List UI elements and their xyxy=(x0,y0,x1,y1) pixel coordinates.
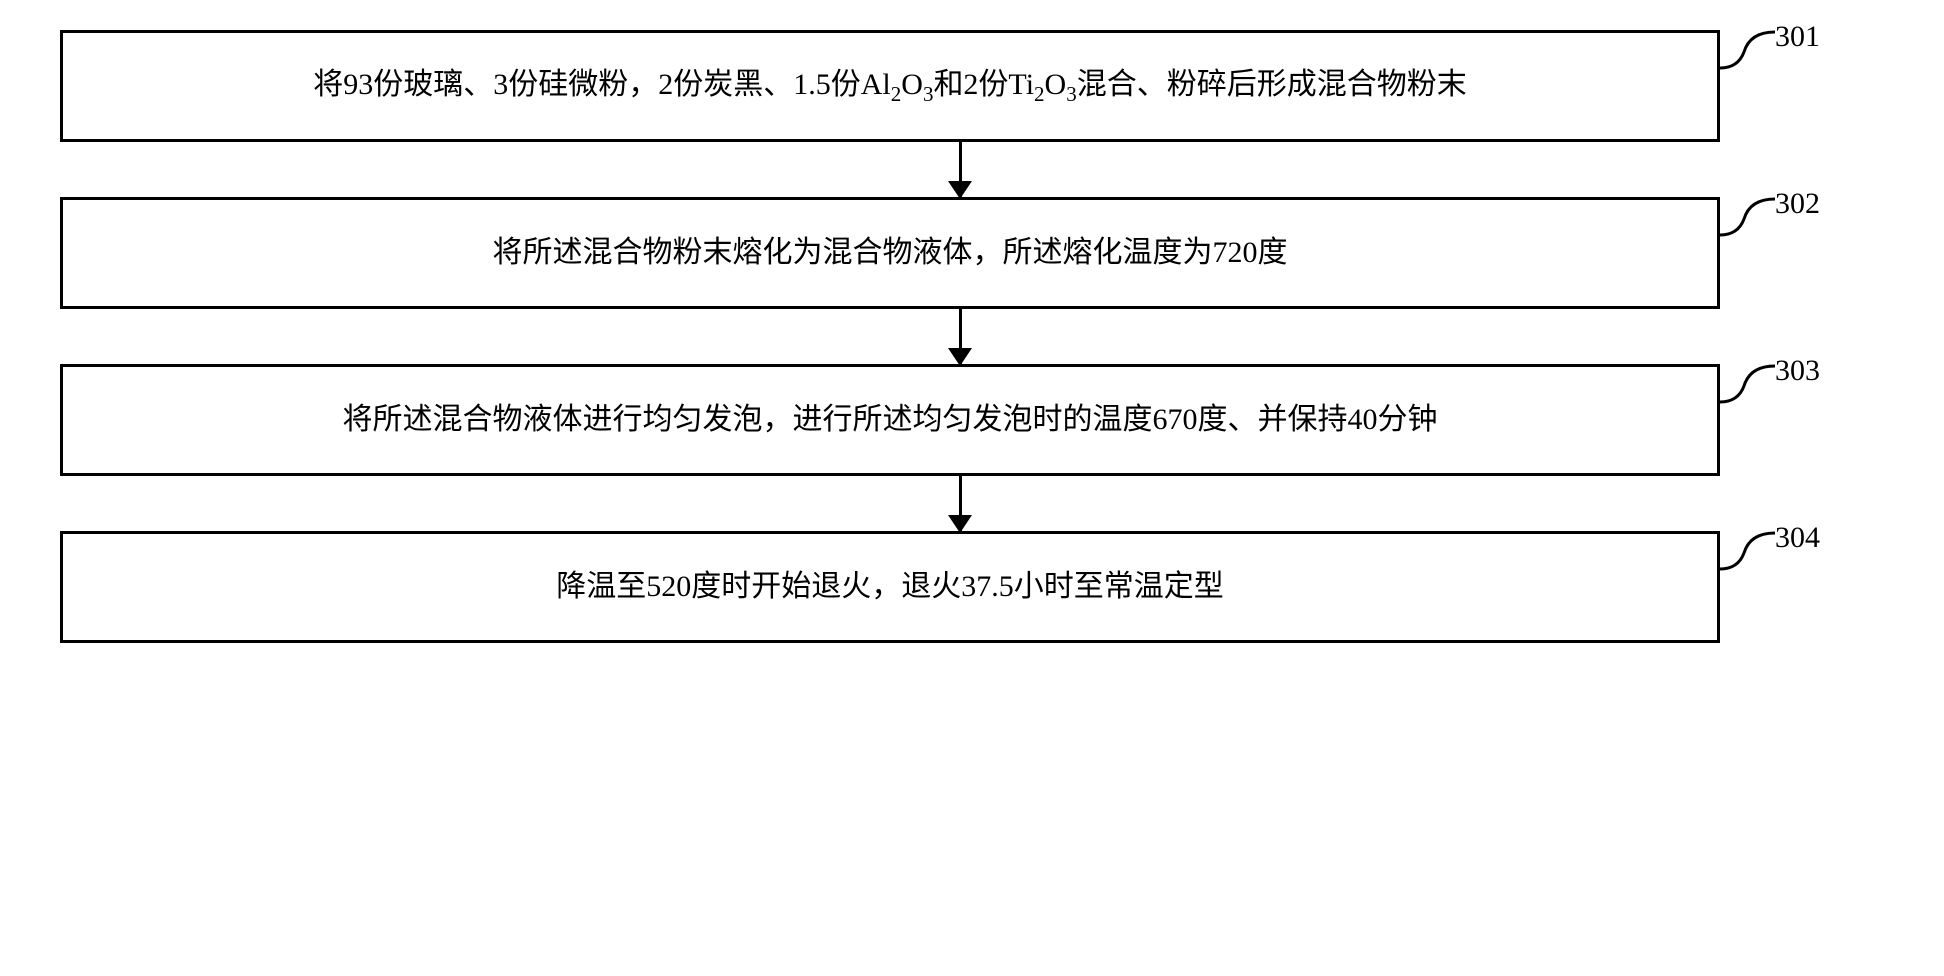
label-area-303: 303 xyxy=(1720,364,1860,476)
step-box-303: 将所述混合物液体进行均匀发泡，进行所述均匀发泡时的温度670度、并保持40分钟 xyxy=(60,364,1720,476)
step-label-302: 302 xyxy=(1775,187,1820,221)
step-wrapper-303: 将所述混合物液体进行均匀发泡，进行所述均匀发泡时的温度670度、并保持40分钟 … xyxy=(60,364,1860,476)
label-area-301: 301 xyxy=(1720,30,1860,142)
flowchart-container: 将93份玻璃、3份硅微粉，2份炭黑、1.5份Al2O3和2份Ti2O3混合、粉碎… xyxy=(60,30,1860,643)
brace-icon xyxy=(1720,197,1775,237)
step-wrapper-301: 将93份玻璃、3份硅微粉，2份炭黑、1.5份Al2O3和2份Ti2O3混合、粉碎… xyxy=(60,30,1860,142)
arrow-2 xyxy=(959,309,962,364)
brace-icon xyxy=(1720,364,1775,404)
step-wrapper-302: 将所述混合物粉末熔化为混合物液体，所述熔化温度为720度 302 xyxy=(60,197,1860,309)
step-label-303: 303 xyxy=(1775,354,1820,388)
step-wrapper-304: 降温至520度时开始退火，退火37.5小时至常温定型 304 xyxy=(60,531,1860,643)
step-text-303: 将所述混合物液体进行均匀发泡，进行所述均匀发泡时的温度670度、并保持40分钟 xyxy=(343,396,1438,444)
step-box-304: 降温至520度时开始退火，退火37.5小时至常温定型 xyxy=(60,531,1720,643)
step-box-302: 将所述混合物粉末熔化为混合物液体，所述熔化温度为720度 xyxy=(60,197,1720,309)
arrow-1 xyxy=(959,142,962,197)
step-text-302: 将所述混合物粉末熔化为混合物液体，所述熔化温度为720度 xyxy=(493,229,1288,277)
step-box-301: 将93份玻璃、3份硅微粉，2份炭黑、1.5份Al2O3和2份Ti2O3混合、粉碎… xyxy=(60,30,1720,142)
label-area-302: 302 xyxy=(1720,197,1860,309)
label-area-304: 304 xyxy=(1720,531,1860,643)
arrow-3 xyxy=(959,476,962,531)
step-text-301: 将93份玻璃、3份硅微粉，2份炭黑、1.5份Al2O3和2份Ti2O3混合、粉碎… xyxy=(313,61,1466,112)
step-label-304: 304 xyxy=(1775,521,1820,555)
step-label-301: 301 xyxy=(1775,20,1820,54)
step-text-304: 降温至520度时开始退火，退火37.5小时至常温定型 xyxy=(556,563,1224,611)
brace-icon xyxy=(1720,531,1775,571)
brace-icon xyxy=(1720,30,1775,70)
